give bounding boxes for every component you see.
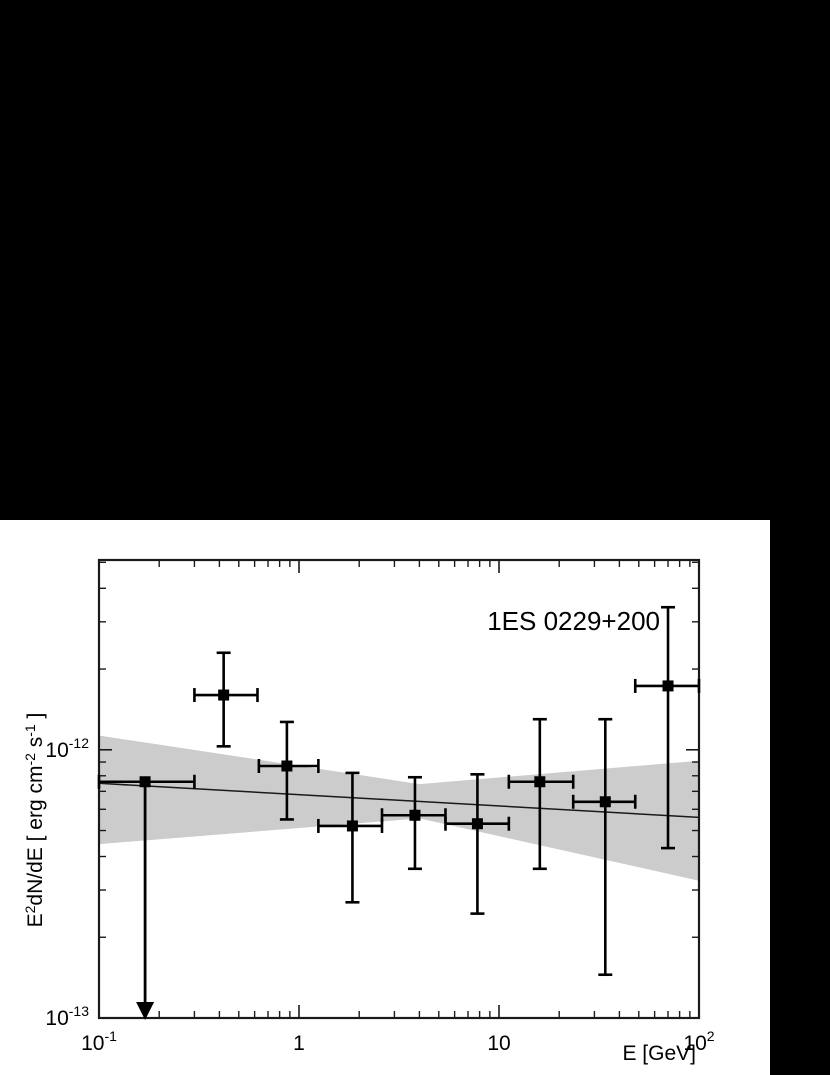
y-title-sup2: 2 [22, 905, 38, 913]
x-tick-label: 10 [487, 1032, 510, 1055]
y-title-end: ] [24, 713, 47, 725]
x-tick-label: 102 [683, 1028, 714, 1055]
plot-title: 1ES 0229+200 [487, 606, 660, 636]
x-axis-ticks [98, 560, 700, 1018]
data-point [444, 773, 511, 915]
data-point [257, 720, 320, 821]
data-marker [409, 809, 421, 821]
upper-limit-arrowhead [136, 1002, 155, 1020]
x-axis-tick-labels: 10-1 1 10 102 [81, 1028, 715, 1055]
sed-plot: 10-1 1 10 102 10-12 10-13 1ES 0229+200 E [Ge… [22, 558, 715, 1065]
data-marker [139, 776, 151, 788]
data-marker [662, 680, 674, 692]
data-marker [534, 776, 546, 788]
data-point [193, 651, 259, 748]
data-marker [218, 689, 230, 701]
x-axis-title: E [GeV] [622, 1042, 696, 1065]
fit-line [98, 782, 700, 819]
y-tick-label: 10-13 [45, 1003, 89, 1030]
data-point [97, 774, 196, 1020]
y-title-rest: dN/dE [ erg cm [24, 766, 47, 906]
figure-panel: 10-1 1 10 102 10-12 10-13 1ES 0229+200 E [Ge… [0, 520, 770, 1075]
data-points [97, 605, 701, 1020]
data-marker [471, 818, 483, 830]
data-point [380, 775, 447, 871]
y-tick-label: 10-12 [45, 735, 89, 762]
y-axis-title: E2dN/dE [ erg cm-2 s-1 ] [22, 713, 47, 928]
confidence-band-area [99, 735, 699, 881]
y-axis-tick-labels: 10-12 10-13 [45, 735, 89, 1030]
data-marker [346, 820, 358, 832]
y-title-E: E [24, 913, 47, 927]
data-point [507, 717, 575, 871]
data-marker [281, 760, 293, 772]
y-axis-ticks [99, 561, 699, 1019]
data-point [633, 605, 701, 850]
y-title-mid: s [24, 737, 47, 753]
data-marker [599, 796, 611, 808]
y-title-supm1: -1 [22, 724, 38, 737]
axes-frame [97, 558, 701, 1020]
plot-frame [97, 558, 701, 1020]
x-tick-label: 10-1 [81, 1028, 117, 1055]
confidence-band [99, 735, 699, 881]
y-title-supm2: -2 [22, 753, 38, 766]
data-point [571, 717, 637, 977]
x-tick-label: 1 [293, 1032, 305, 1055]
svg-text:E2dN/dE [ erg cm-2 s-1 ]: E2dN/dE [ erg cm-2 s-1 ] [22, 713, 47, 928]
power-law-fit-line [98, 782, 700, 819]
